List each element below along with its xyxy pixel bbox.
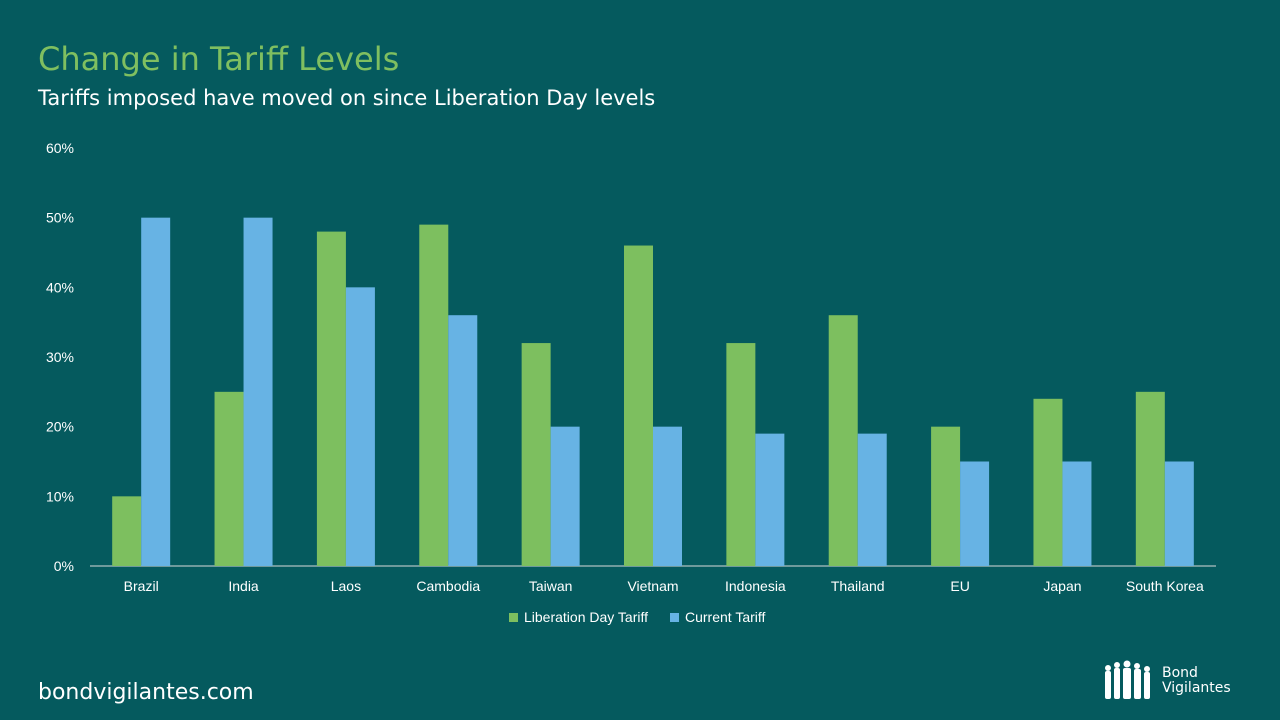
legend-swatch-blue [670,612,679,622]
bond-vigilantes-logo: Bond Vigilantes [1102,660,1231,702]
logo-line-2: Vigilantes [1162,680,1231,696]
y-tick-label: 40% [46,279,74,295]
x-tick-label: EU [950,578,969,594]
x-tick-label: Cambodia [416,578,480,594]
legend-label: Current Tariff [685,609,766,625]
y-tick-label: 60% [46,140,74,156]
chart-subtitle: Tariffs imposed have moved on since Libe… [38,86,656,110]
logo-line-1: Bond [1162,665,1198,681]
y-tick-label: 50% [46,210,74,226]
y-tick-label: 0% [54,558,74,574]
bar-liberation-day-japan [1033,398,1063,566]
bar-liberation-day-eu [931,426,961,566]
bar-liberation-day-india [214,391,244,566]
legend-label: Liberation Day Tariff [524,609,648,625]
x-tick-label: Indonesia [725,578,786,594]
bar-current-south-korea [1164,461,1194,566]
bar-liberation-day-vietnam [624,245,653,567]
bar-liberation-day-cambodia [419,224,449,566]
legend-item-liberation-day: Liberation Day Tariff [509,609,648,625]
x-tick-label: Vietnam [627,578,678,594]
bar-current-laos [345,287,375,566]
bar-current-brazil [141,217,171,566]
x-tick-label: Brazil [124,578,159,594]
people-silhouette-icon [1105,660,1150,699]
bar-current-thailand [857,433,887,566]
bar-current-vietnam [653,426,682,566]
legend-swatch-green [509,612,518,622]
x-tick-label: Taiwan [529,578,573,594]
bar-current-japan [1062,461,1092,566]
bar-current-cambodia [448,315,478,566]
bar-current-indonesia [755,433,785,566]
y-tick-label: 20% [46,419,74,435]
bar-liberation-day-indonesia [726,343,756,566]
bar-current-eu [960,461,990,566]
bar-liberation-day-thailand [828,315,858,566]
x-tick-label: South Korea [1126,578,1204,594]
bar-liberation-day-taiwan [521,343,551,566]
x-tick-label: Japan [1043,578,1081,594]
bar-liberation-day-brazil [112,496,142,566]
bar-liberation-day-laos [316,231,346,566]
chart-title: Change in Tariff Levels [38,40,400,78]
x-tick-label: Thailand [831,578,885,594]
x-tick-label: Laos [331,578,361,594]
bar-liberation-day-south-korea [1135,391,1165,566]
y-tick-label: 30% [46,349,74,365]
bar-current-india [243,217,273,566]
x-tick-label: India [228,578,259,594]
website-url: bondvigilantes.com [38,680,254,705]
bar-current-taiwan [550,426,580,566]
legend-item-current: Current Tariff [670,609,765,625]
y-tick-label: 10% [46,488,74,504]
